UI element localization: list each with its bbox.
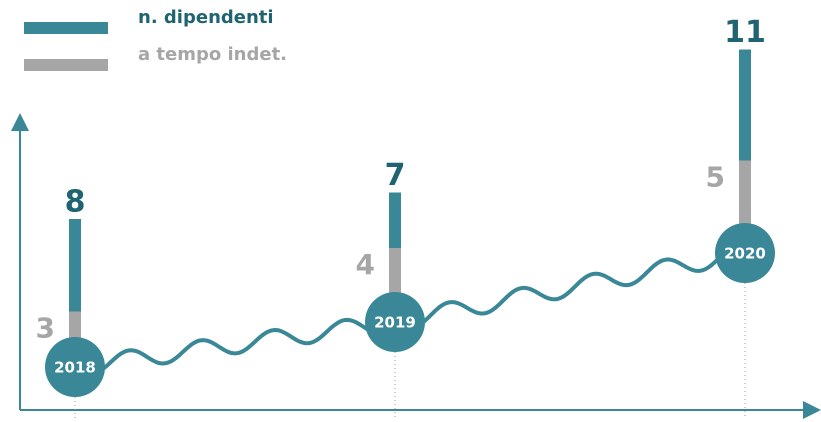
legend-label: n. dipendenti bbox=[138, 7, 274, 28]
year-circle bbox=[45, 337, 105, 397]
category-label: 2020 bbox=[724, 245, 766, 263]
year-circle bbox=[365, 292, 425, 352]
category-label: 2019 bbox=[374, 314, 416, 332]
category-label: 2018 bbox=[54, 359, 96, 377]
legend-label: a tempo indet. bbox=[138, 44, 287, 65]
y-axis-arrow bbox=[11, 113, 29, 131]
value-label: 4 bbox=[356, 248, 375, 281]
value-label: 3 bbox=[36, 312, 55, 345]
value-label: 7 bbox=[385, 158, 406, 193]
value-label: 8 bbox=[65, 185, 86, 220]
x-axis-arrow bbox=[803, 401, 821, 419]
legend-swatch bbox=[24, 22, 108, 34]
value-label: 5 bbox=[706, 161, 725, 194]
legend-swatch bbox=[24, 59, 108, 71]
value-label: 11 bbox=[724, 15, 766, 50]
year-circle bbox=[715, 223, 775, 283]
